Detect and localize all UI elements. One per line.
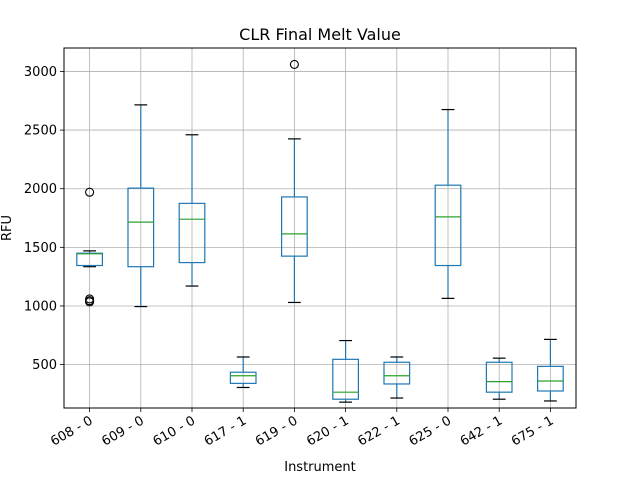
box-iqr: [383, 361, 411, 385]
box-iqr: [485, 361, 513, 393]
box-iqr: [434, 184, 462, 267]
box-iqr: [281, 196, 308, 257]
box-series: [76, 59, 564, 403]
chart-title: CLR Final Melt Value: [239, 25, 401, 44]
box-iqr: [178, 202, 206, 264]
outlier-point: [85, 187, 95, 197]
y-axis-label: RFU: [0, 215, 15, 241]
box-iqr: [536, 365, 564, 392]
y-tick-label: 500: [32, 358, 57, 373]
x-axis-label: Instrument: [284, 460, 356, 475]
box-619-0: [281, 59, 308, 304]
box-608-0: [76, 187, 104, 307]
box-622-1: [383, 356, 411, 399]
y-tick-label: 2500: [24, 124, 57, 139]
y-tick-label: 2000: [24, 182, 57, 197]
y-tick-label: 3000: [24, 65, 57, 80]
box-610-0: [178, 134, 206, 287]
box-642-1: [485, 357, 513, 400]
box-iqr: [332, 358, 359, 400]
y-tick-label: 1000: [24, 299, 57, 314]
box-iqr: [127, 187, 155, 268]
outlier-point: [85, 297, 95, 307]
y-tick-label: 1500: [24, 241, 57, 256]
outlier-point: [289, 59, 299, 69]
box-617-1: [229, 356, 257, 389]
box-iqr: [229, 371, 257, 384]
plot-area-frame: [63, 47, 577, 409]
box-620-1: [332, 339, 359, 403]
box-675-1: [536, 338, 564, 402]
box-609-0: [127, 104, 155, 308]
box-625-0: [434, 108, 462, 299]
